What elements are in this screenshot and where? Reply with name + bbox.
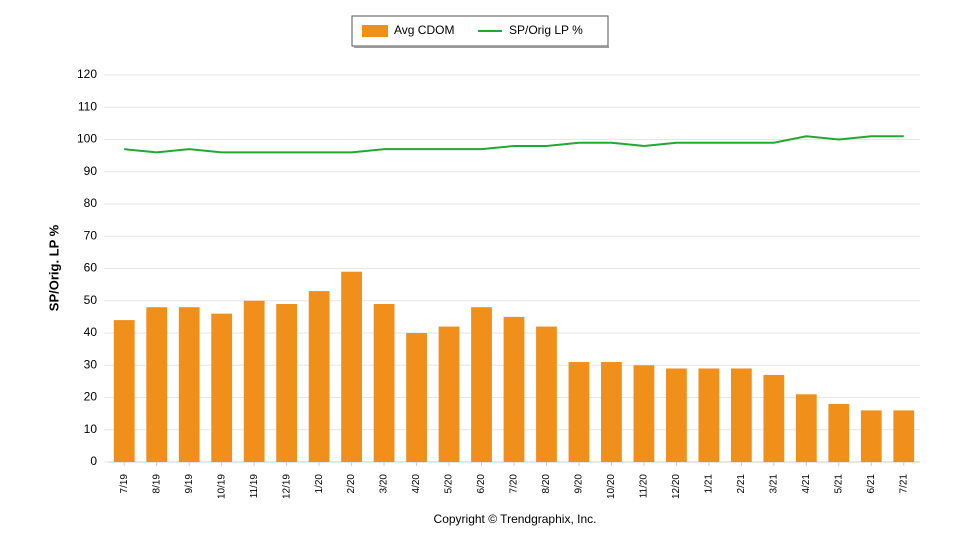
- bar: [795, 394, 817, 462]
- x-tick-label: 6/20: [476, 474, 487, 494]
- bar: [471, 307, 492, 462]
- x-tick-label: 2/21: [736, 474, 747, 494]
- bar: [308, 291, 330, 462]
- x-tick-label: 4/20: [411, 474, 422, 494]
- bar: [503, 316, 525, 462]
- bar: [243, 300, 265, 462]
- x-tick-label: 7/21: [898, 474, 909, 494]
- y-tick-label: 100: [77, 132, 97, 146]
- bar: [536, 326, 557, 462]
- y-tick-label: 120: [77, 67, 97, 81]
- x-tick-label: 12/19: [281, 474, 292, 499]
- bar: [373, 303, 395, 462]
- bar: [698, 368, 720, 462]
- bar: [601, 362, 622, 462]
- y-tick-label: 0: [90, 454, 97, 468]
- y-tick-label: 60: [84, 261, 98, 275]
- legend-label: SP/Orig LP %: [509, 23, 583, 37]
- bar: [146, 307, 168, 462]
- bar: [893, 410, 915, 462]
- bar: [113, 320, 135, 462]
- x-tick-label: 11/19: [249, 474, 260, 499]
- y-tick-label: 30: [84, 357, 98, 371]
- bar: [406, 333, 427, 462]
- y-tick-label: 10: [84, 422, 98, 436]
- bar: [178, 307, 200, 462]
- bar: [211, 313, 233, 462]
- y-tick-label: 40: [84, 325, 98, 339]
- x-tick-label: 7/19: [119, 474, 130, 494]
- bar: [438, 326, 460, 462]
- y-tick-label: 50: [84, 293, 98, 307]
- x-tick-label: 6/21: [866, 474, 877, 494]
- y-tick-label: 20: [84, 390, 98, 404]
- x-tick-label: 1/21: [704, 474, 715, 494]
- x-tick-label: 1/20: [314, 474, 325, 494]
- bar: [730, 368, 752, 462]
- bar: [276, 303, 298, 462]
- line: [124, 135, 904, 154]
- bar: [666, 368, 687, 462]
- y-tick-label: 70: [84, 228, 98, 242]
- legend-label: Avg CDOM: [394, 23, 454, 37]
- bar: [633, 365, 655, 462]
- bar: [828, 403, 850, 462]
- x-tick-label: 10/20: [606, 474, 617, 499]
- x-tick-label: 5/20: [444, 474, 455, 494]
- x-tick-label: 8/20: [541, 474, 552, 494]
- y-axis-title: SP/Orig. LP %: [46, 224, 61, 311]
- legend-swatch: [362, 25, 388, 37]
- x-tick-label: 5/21: [833, 474, 844, 494]
- y-tick-label: 110: [78, 99, 97, 113]
- x-tick-label: 3/21: [768, 474, 779, 494]
- y-tick-label: 80: [84, 196, 98, 210]
- x-tick-label: 3/20: [379, 474, 390, 494]
- x-tick-label: 10/19: [216, 474, 227, 499]
- bar: [568, 362, 590, 462]
- x-tick-label: 8/19: [151, 474, 162, 494]
- x-tick-label: 11/20: [639, 474, 650, 499]
- x-tick-label: 12/20: [671, 474, 682, 499]
- x-tick-label: 2/20: [346, 474, 357, 494]
- y-tick-label: 90: [84, 164, 98, 178]
- bar: [860, 410, 882, 462]
- footer: Copyright © Trendgraphix, Inc.: [434, 512, 597, 526]
- bar: [341, 271, 362, 462]
- x-tick-label: 7/20: [509, 474, 520, 494]
- bar: [763, 374, 785, 462]
- x-tick-label: 4/21: [801, 474, 812, 494]
- x-tick-label: 9/19: [184, 474, 195, 494]
- x-tick-label: 9/20: [574, 474, 585, 494]
